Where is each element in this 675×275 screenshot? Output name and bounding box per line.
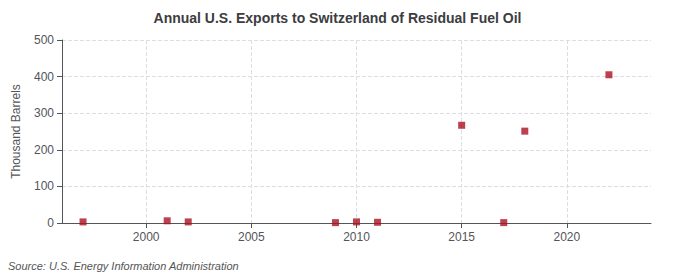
- svg-text:0: 0: [47, 216, 54, 230]
- svg-text:100: 100: [34, 179, 54, 193]
- svg-text:200: 200: [34, 143, 54, 157]
- svg-text:2015: 2015: [448, 230, 475, 244]
- svg-text:Thousand Barrels: Thousand Barrels: [9, 84, 23, 179]
- svg-text:2005: 2005: [238, 230, 265, 244]
- svg-text:Annual U.S. Exports to Switzer: Annual U.S. Exports to Switzerland of Re…: [154, 10, 522, 26]
- svg-text:2010: 2010: [343, 230, 370, 244]
- svg-text:400: 400: [34, 70, 54, 84]
- svg-text:Source: U.S. Energy Informatio: Source: U.S. Energy Information Administ…: [8, 260, 239, 272]
- svg-text:2020: 2020: [554, 230, 581, 244]
- svg-text:300: 300: [34, 106, 54, 120]
- svg-text:2000: 2000: [133, 230, 160, 244]
- svg-text:500: 500: [34, 33, 54, 47]
